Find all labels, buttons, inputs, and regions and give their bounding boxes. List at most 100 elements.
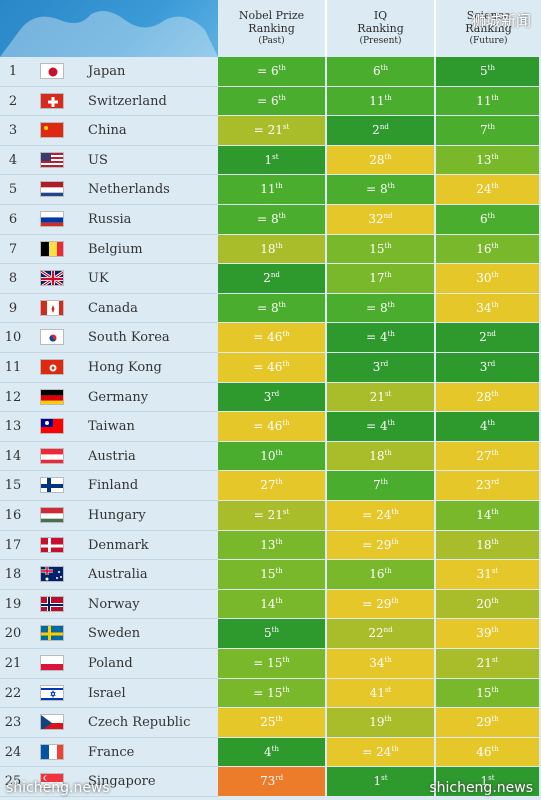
row-rank: 9	[8, 300, 18, 316]
watermark-bottom-left: shicheng.news	[6, 780, 110, 796]
header-iq-line2: Ranking	[357, 22, 404, 35]
nobel-rank-cell: 3rd	[218, 382, 327, 413]
row-label-background	[0, 708, 218, 738]
row-rank: 22	[4, 685, 22, 701]
iq-rank-cell: 41st	[327, 678, 436, 709]
nobel-rank-cell: = 46th	[218, 323, 327, 353]
country-name: Germany	[88, 389, 149, 405]
table-row: 19 Norway 14th = 29th 20th	[0, 589, 541, 620]
nobel-rank-cell: 15th	[218, 560, 327, 590]
iq-rank-cell: 17th	[327, 264, 436, 294]
nobel-rank-cell: = 21st	[218, 501, 327, 531]
us-flag-icon	[40, 151, 64, 168]
iq-rank-cell: = 8th	[327, 293, 436, 324]
hungary-flag-icon	[40, 507, 64, 523]
nobel-rank-cell: 11th	[218, 175, 327, 205]
country-name: Poland	[88, 656, 133, 671]
row-rank: 2	[8, 93, 18, 109]
row-label-background	[0, 471, 218, 501]
country-name: Belgium	[88, 241, 143, 257]
poland-flag-icon	[40, 655, 64, 671]
sci-rank-cell: 5th	[436, 57, 541, 87]
nobel-rank-cell: 10th	[218, 441, 327, 472]
country-name: Singapore	[88, 774, 156, 790]
table-row: 1 Japan = 6th 6th 5th	[0, 57, 541, 87]
sci-rank-cell: 11th	[436, 86, 541, 117]
iq-rank-cell: = 24th	[327, 501, 436, 531]
table-row: 4 US 1st 28th 13th	[0, 145, 541, 176]
australia-flag-icon	[40, 566, 64, 583]
row-rank: 4	[8, 152, 18, 168]
country-name: Hong Kong	[88, 360, 162, 375]
table-row: 5 Netherlands 11th = 8th 24th	[0, 175, 541, 205]
nobel-rank-cell: 1st	[218, 145, 327, 176]
iq-rank-cell: = 4th	[327, 323, 436, 353]
sci-rank-cell: 31st	[436, 560, 541, 590]
row-rank: 20	[4, 626, 22, 642]
watermark-top: 狮城新闻	[470, 12, 531, 30]
row-rank: 5	[8, 182, 18, 198]
row-rank: 14	[4, 448, 22, 464]
table-row: 24 France 4th = 24th 46th	[0, 737, 541, 768]
row-label-background	[0, 382, 218, 413]
row-rank: 10	[4, 330, 22, 346]
nobel-rank-cell: 2nd	[218, 264, 327, 294]
nobel-rank-cell: 73rd	[218, 767, 327, 797]
sci-rank-cell: 30th	[436, 264, 541, 294]
iq-rank-cell: 21st	[327, 382, 436, 413]
row-rank: 24	[4, 744, 22, 760]
nobel-rank-cell: = 46th	[218, 353, 327, 383]
header-nobel: Nobel Prize Ranking (Past)	[218, 0, 325, 57]
table-row: 16 Hungary = 21st = 24th 14th	[0, 501, 541, 531]
row-rank: 13	[4, 419, 22, 435]
netherlands-flag-icon	[40, 181, 64, 198]
country-name: Austria	[88, 448, 136, 464]
sci-rank-cell: 34th	[436, 293, 541, 324]
iq-rank-cell: 2nd	[327, 116, 436, 146]
table-row: 22 Israel = 15th 41st 15th	[0, 678, 541, 709]
row-label-background	[0, 264, 218, 294]
row-label-background	[0, 678, 218, 709]
finland-flag-icon	[40, 477, 64, 494]
country-name: Netherlands	[88, 182, 170, 198]
table-row: 9 Canada = 8th = 8th 34th	[0, 293, 541, 324]
iq-rank-cell: 16th	[327, 560, 436, 590]
sci-rank-cell: 16th	[436, 234, 541, 265]
norway-flag-icon	[40, 595, 64, 612]
iq-rank-cell: = 29th	[327, 530, 436, 561]
row-label-background	[0, 589, 218, 620]
row-label-background	[0, 649, 218, 679]
table-row: 17 Denmark 13th = 29th 18th	[0, 530, 541, 561]
header-nobel-line1: Nobel Prize	[238, 9, 305, 22]
row-rank: 1	[8, 64, 18, 79]
czech-flag-icon	[40, 714, 64, 731]
table-row: 11 Hong Kong = 46th 3rd 3rd	[0, 353, 541, 383]
country-name: Norway	[88, 596, 140, 612]
table-row: 7 Belgium 18th 15th 16th	[0, 234, 541, 265]
country-name: Canada	[88, 300, 138, 316]
nobel-rank-cell: = 46th	[218, 412, 327, 442]
table-row: 6 Russia = 8th 32nd 6th	[0, 205, 541, 235]
row-rank: 3	[8, 123, 18, 139]
iq-rank-cell: 3rd	[327, 353, 436, 383]
sci-rank-cell: 2nd	[436, 323, 541, 353]
singapore-flag-icon	[40, 773, 64, 790]
row-label-background	[0, 57, 218, 87]
row-label-background	[0, 116, 218, 146]
table-row: 23 Czech Republic 25th 19th 29th	[0, 708, 541, 738]
iq-rank-cell: 28th	[327, 145, 436, 176]
iq-rank-cell: 15th	[327, 234, 436, 265]
nobel-rank-cell: = 15th	[218, 678, 327, 709]
nobel-rank-cell: 13th	[218, 530, 327, 561]
row-rank: 21	[4, 656, 22, 671]
nobel-rank-cell: 14th	[218, 589, 327, 620]
header-science-sub: (Future)	[469, 36, 508, 46]
row-rank: 11	[4, 360, 22, 375]
country-name: Japan	[88, 64, 126, 79]
austria-flag-icon	[40, 447, 64, 464]
sci-rank-cell: 24th	[436, 175, 541, 205]
sci-rank-cell: 14th	[436, 501, 541, 531]
sci-rank-cell: 4th	[436, 412, 541, 442]
iq-rank-cell: 1st	[327, 767, 436, 797]
table-row: 2 Switzerland = 6th 11th 11th	[0, 86, 541, 117]
